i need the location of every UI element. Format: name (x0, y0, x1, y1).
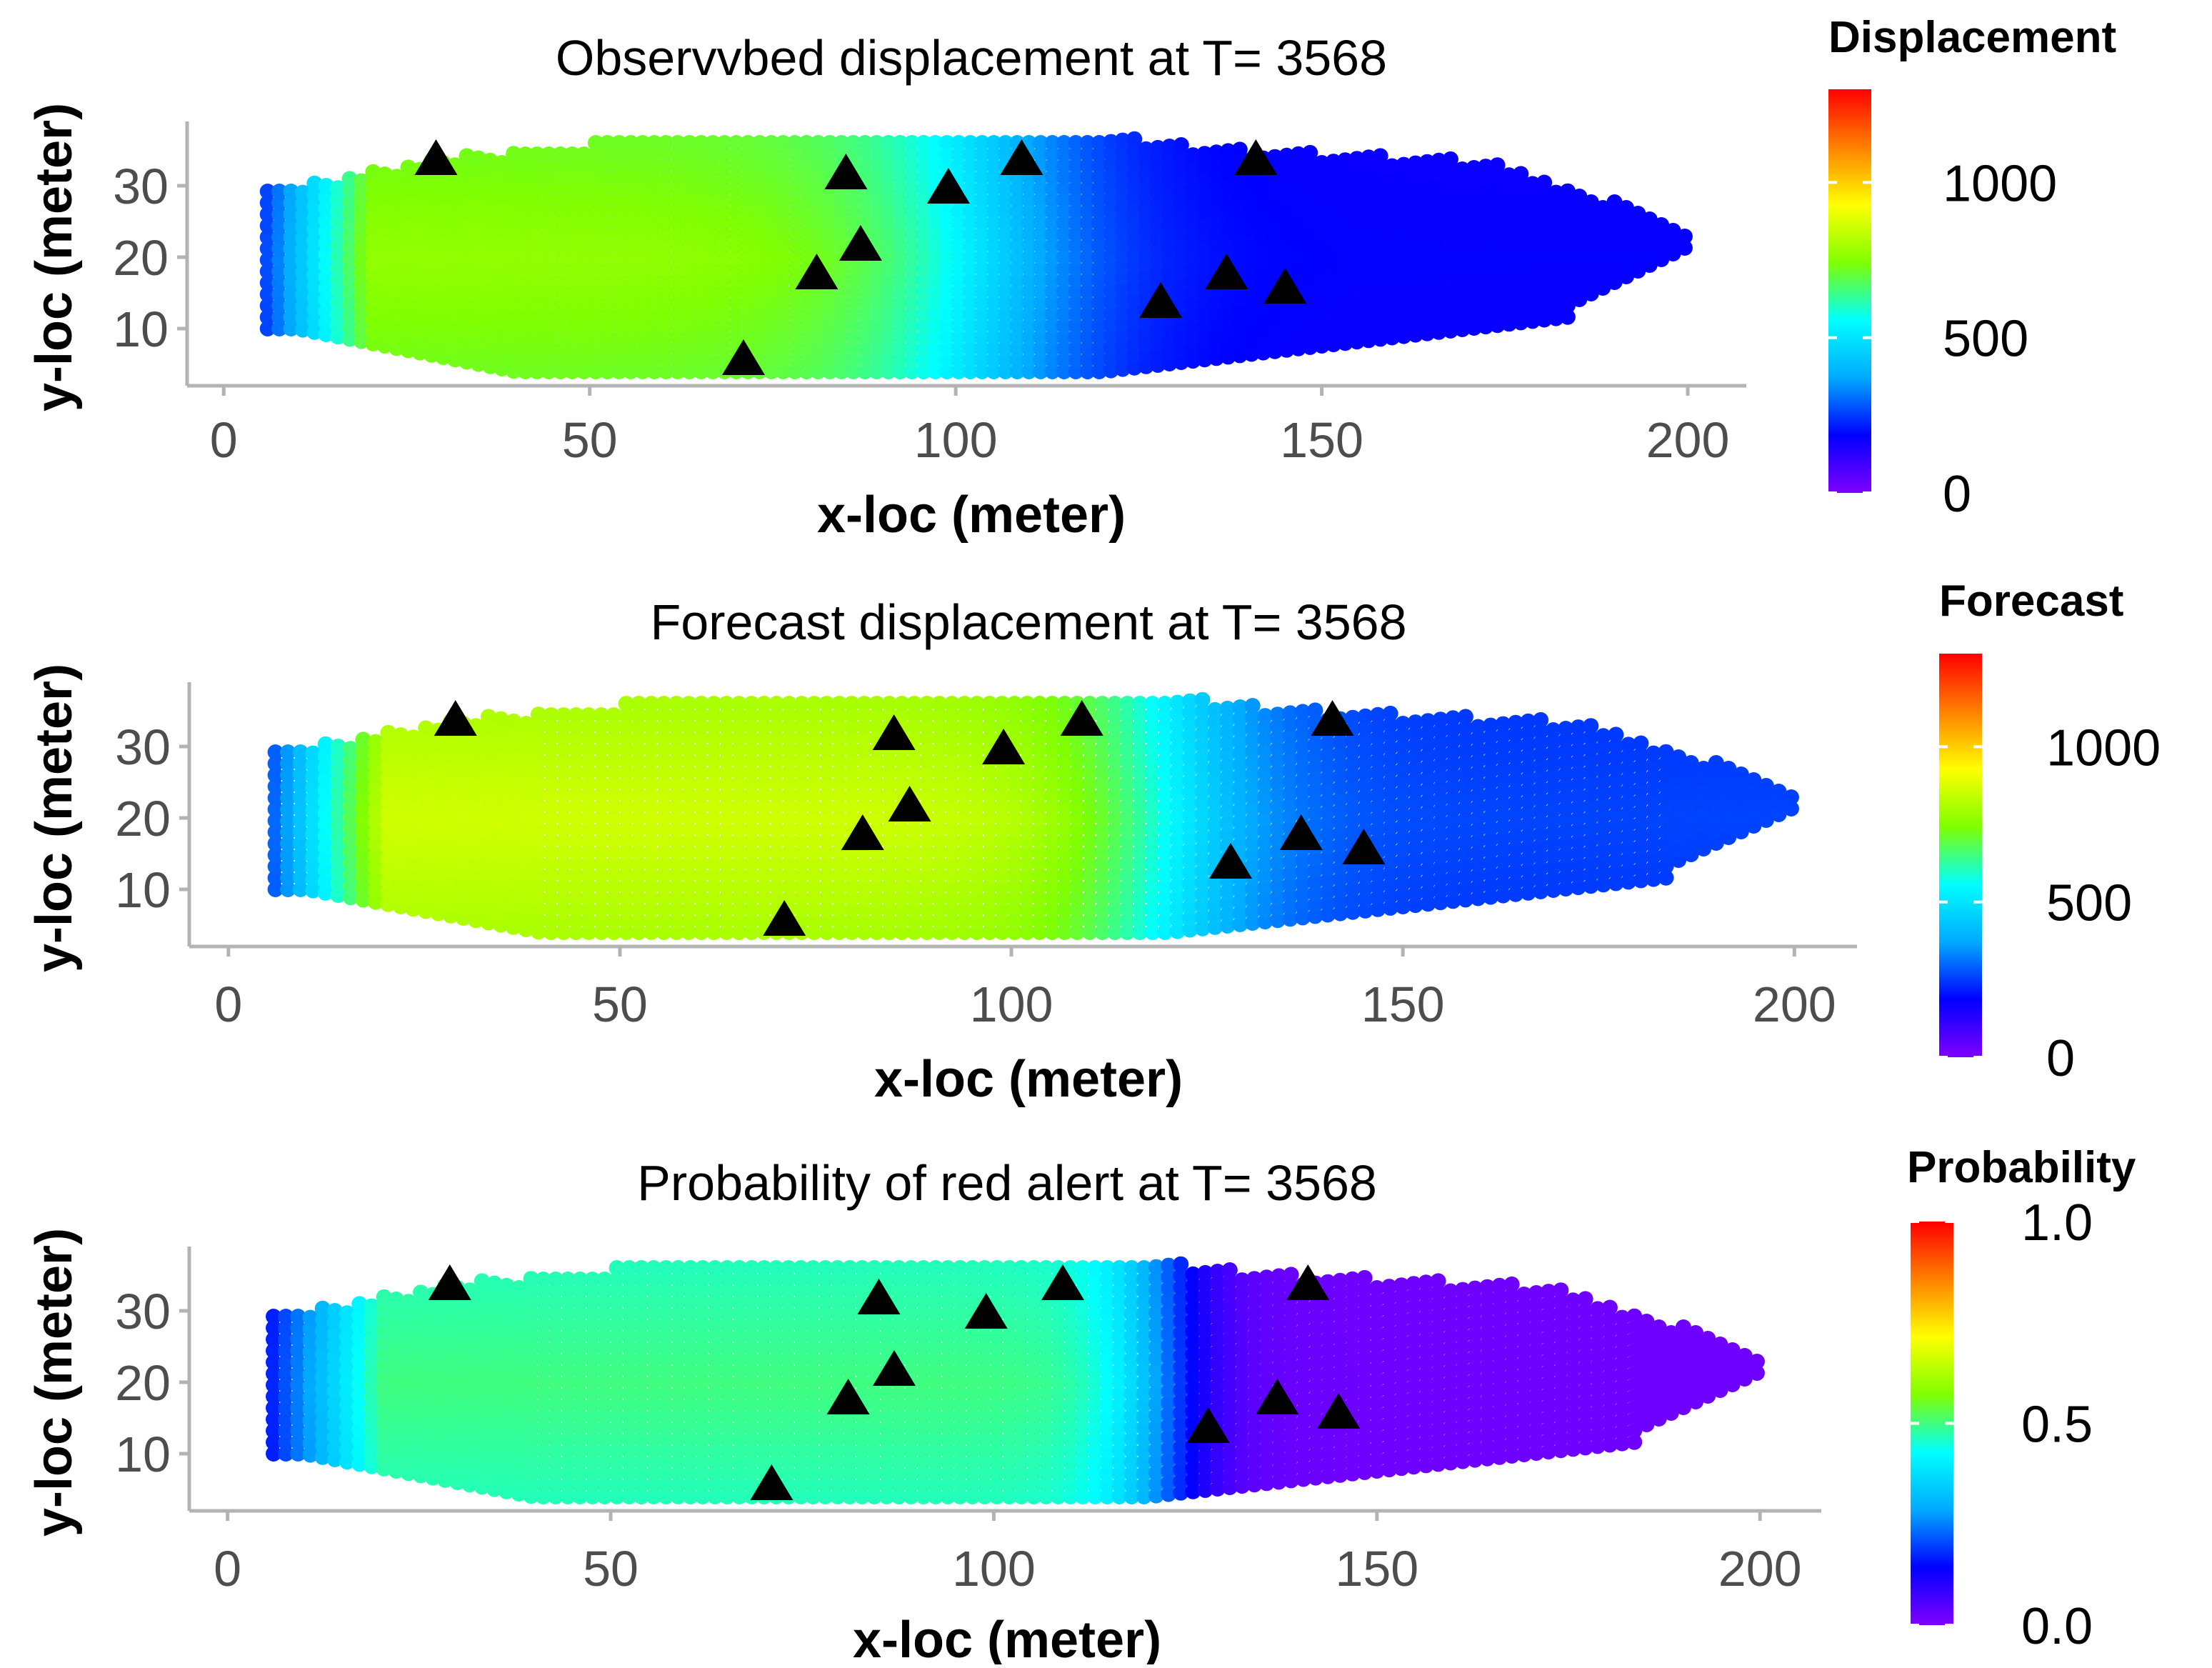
x-tick-label: 50 (562, 412, 618, 468)
legend-title: Displacement (1828, 13, 2116, 62)
x-tick-label: 150 (1361, 977, 1445, 1032)
legend-title: Forecast (1939, 576, 2123, 626)
colorbar-tick-label: 500 (2046, 875, 2132, 932)
data-point (1783, 789, 1799, 805)
colorbar-tick-label: 1000 (1943, 155, 2057, 212)
y-tick-label: 10 (113, 301, 169, 357)
data-points (260, 131, 1693, 379)
data-point (1677, 229, 1693, 244)
y-axis-label: y-loc (meter) (26, 103, 83, 411)
plot-area: 0 50 100 150 200 10 20 30 (113, 121, 1746, 468)
data-point (1383, 706, 1398, 721)
chart-title: Probability of red alert at T= 3568 (637, 1155, 1377, 1211)
x-tick-label: 0 (214, 977, 242, 1032)
data-point (1533, 712, 1548, 728)
colorbar-tick-label: 500 (1943, 311, 2028, 368)
colorbar (1828, 89, 1871, 493)
y-tick-label: 20 (113, 230, 169, 286)
x-tick-label: 100 (970, 977, 1054, 1032)
x-tick-label: 0 (210, 412, 238, 468)
x-tick-label: 100 (914, 412, 998, 468)
chart-title: Forecast displacement at T= 3568 (650, 594, 1406, 650)
sensor-triangle (434, 700, 477, 736)
plot-area: 0 50 100 150 200 10 20 30 (115, 682, 1857, 1032)
data-point (1245, 698, 1261, 714)
data-point (1307, 702, 1323, 718)
x-axis-label: x-loc (meter) (874, 1051, 1183, 1108)
data-point (1608, 726, 1623, 742)
chart-title: Observvbed displacement at T= 3568 (556, 30, 1387, 86)
colorbar (1939, 654, 1982, 1057)
legend: Displacement 0 500 1000 (1828, 13, 2116, 523)
data-point (1458, 709, 1473, 724)
data-point (1583, 718, 1598, 734)
y-tick-label: 10 (115, 862, 171, 918)
x-axis-label: x-loc (meter) (817, 486, 1126, 544)
data-points (268, 692, 1799, 940)
data-point (1195, 692, 1211, 708)
data-point (1633, 736, 1648, 751)
legend: Forecast 0 500 1000 (1939, 576, 2161, 1087)
y-tick-label: 30 (115, 719, 171, 775)
x-tick-label: 200 (1646, 412, 1730, 468)
x-tick-label: 150 (1280, 412, 1363, 468)
x-tick-label: 200 (1753, 977, 1836, 1032)
x-tick-label: 50 (592, 977, 648, 1032)
colorbar-tick-label: 1000 (2046, 719, 2161, 776)
y-tick-label: 20 (115, 791, 171, 847)
panel-observed: Observvbed displacement at T= 3568 0 50 10… (26, 13, 2116, 544)
y-tick-label: 30 (113, 159, 169, 214)
y-axis-label: y-loc (meter) (26, 664, 83, 972)
colorbar-tick-label: 0 (2046, 1030, 2075, 1087)
data-points (266, 1257, 1765, 1504)
colorbar-tick-label: 0 (1943, 466, 1971, 523)
sensor-triangle (414, 139, 457, 175)
